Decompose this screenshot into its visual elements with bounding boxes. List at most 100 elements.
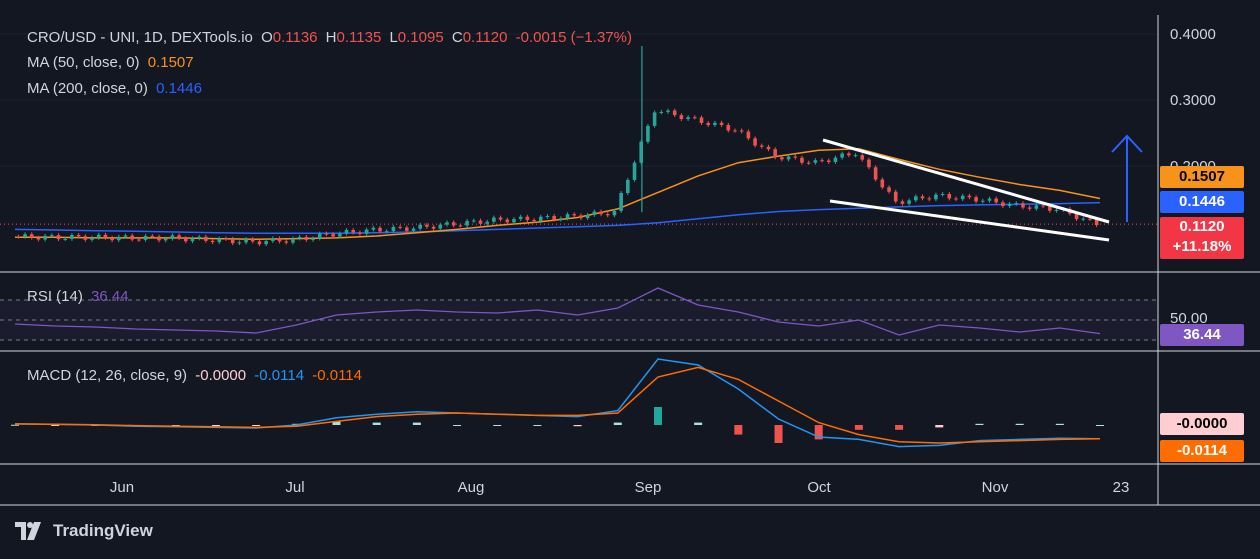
- candle-body: [110, 237, 114, 241]
- candle-body: [893, 191, 898, 202]
- ma200-path: [14, 201, 1101, 235]
- candle-body: [820, 160, 824, 162]
- macd-histogram-bar: [372, 422, 381, 425]
- candle-body: [1047, 206, 1052, 211]
- candle-body: [545, 216, 550, 218]
- candle-body: [177, 235, 181, 239]
- rsi-legend: RSI (14) 36.44: [27, 288, 133, 305]
- tradingview-brand[interactable]: TradingView: [15, 521, 153, 541]
- rsi-pane: [0, 287, 1158, 341]
- close-label: C: [451, 29, 463, 46]
- candle-body: [351, 230, 356, 233]
- candle-body: [766, 146, 771, 150]
- candle-body: [840, 153, 844, 158]
- candle-body: [1007, 203, 1012, 207]
- candle-body: [1081, 218, 1086, 220]
- candle-body: [900, 201, 905, 204]
- time-tick-label: Jul: [285, 479, 305, 496]
- candle-body: [438, 224, 443, 229]
- candle-body: [679, 115, 684, 120]
- macd-histogram-bar: [935, 425, 944, 428]
- time-tick-label: Oct: [807, 479, 831, 496]
- candle-body: [987, 198, 992, 201]
- macd-histogram-bar: [1096, 425, 1104, 426]
- candle-body: [947, 194, 952, 199]
- candle-body: [358, 232, 362, 234]
- macd-histogram-bar: [412, 422, 421, 425]
- macd-label: MACD (12, 26, close, 9): [27, 367, 188, 384]
- up-arrow-icon: [1111, 134, 1143, 222]
- candle-body: [980, 200, 985, 202]
- ma50-value: 0.1507: [147, 54, 194, 71]
- candle-body: [780, 157, 784, 160]
- candle-body: [391, 226, 396, 232]
- macd-histogram-bar: [51, 425, 60, 426]
- candle-body: [123, 235, 128, 237]
- candle-body: [914, 196, 918, 201]
- candle-body: [713, 122, 717, 126]
- ma200-label: MA (200, close, 0): [27, 80, 148, 97]
- price-legend: CRO/USD - UNI, 1D, DEXTools.io O0.1136 H…: [27, 29, 636, 46]
- wedge-lower-line: [829, 199, 1110, 242]
- candle-body: [1027, 207, 1032, 209]
- macd-signal-tag: -0.0114: [1160, 440, 1244, 462]
- macd-histogram-bar: [975, 423, 984, 425]
- candle-body: [920, 196, 925, 199]
- candle-body: [344, 230, 349, 234]
- candle-body: [311, 238, 315, 240]
- candle-body: [56, 235, 61, 240]
- candle-body: [759, 145, 764, 147]
- low-label: L: [389, 29, 398, 46]
- candle-body: [572, 214, 577, 216]
- candle-body: [1054, 209, 1059, 211]
- candle-body: [753, 138, 757, 146]
- macd-legend: MACD (12, 26, close, 9) -0.0000 -0.0114 …: [27, 367, 366, 384]
- candle-body: [719, 122, 724, 125]
- macd-histogram-bar: [573, 425, 582, 427]
- macd-histogram-bar: [694, 422, 703, 425]
- candle-body: [117, 236, 121, 241]
- candle-body: [170, 235, 175, 239]
- candle-body: [934, 194, 938, 200]
- high-label: H: [325, 29, 337, 46]
- macd-histogram-bar: [11, 424, 19, 426]
- candle-body: [565, 214, 570, 219]
- high-value: 0.1135: [336, 29, 382, 46]
- candle-body: [371, 227, 376, 230]
- symbol-label: CRO/USD - UNI, 1D, DEXTools.io: [27, 29, 253, 46]
- candle-body: [579, 215, 583, 219]
- candle-body: [1074, 213, 1079, 220]
- candle-body: [50, 235, 54, 237]
- time-tick-label: Jun: [109, 479, 135, 496]
- candle-body: [331, 234, 335, 237]
- candle-body: [498, 217, 503, 220]
- candle-body: [699, 117, 704, 123]
- candle-body: [867, 159, 871, 168]
- rsi-label: RSI (14): [27, 288, 83, 305]
- last-price-tag: 0.1120 +11.18%: [1160, 217, 1244, 259]
- macd-histogram-bar: [774, 425, 783, 443]
- candle-body: [458, 225, 463, 227]
- ma50-legend: MA (50, close, 0) 0.1507: [27, 54, 198, 71]
- candle-body: [378, 227, 382, 232]
- candle-body: [847, 153, 851, 156]
- macd-signal-value: -0.0114: [312, 367, 362, 384]
- candle-body: [230, 238, 235, 244]
- candle-body: [150, 235, 155, 237]
- candle-body: [853, 155, 858, 157]
- candle-body: [806, 162, 811, 164]
- candle-body: [304, 236, 309, 240]
- candle-body: [619, 193, 623, 211]
- macd-histogram-bar: [653, 407, 662, 425]
- candle-body: [96, 234, 101, 238]
- candle-body: [197, 236, 201, 239]
- candle-body: [471, 220, 476, 222]
- macd-hist-tag: -0.0000: [1160, 413, 1244, 435]
- candle-body: [297, 236, 302, 239]
- candle-body: [90, 237, 94, 240]
- candle-body: [974, 197, 978, 202]
- candle-body: [666, 110, 670, 112]
- candle-body: [29, 234, 34, 238]
- candle-body: [626, 179, 630, 194]
